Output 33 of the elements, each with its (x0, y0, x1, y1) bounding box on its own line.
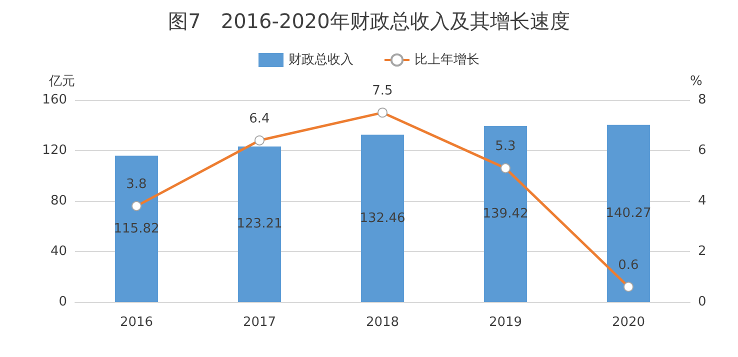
data-label: 7.5 (372, 84, 393, 99)
x-tick-label: 2016 (120, 315, 154, 330)
y2-tick-label: 4 (698, 194, 706, 208)
y-tick-label: 160 (42, 92, 67, 108)
data-label: 139.42 (482, 206, 528, 222)
data-label: 5.3 (495, 139, 516, 154)
chart-title: 图7 2016-2020年财政总收入及其增长速度 (168, 9, 570, 33)
y2-tick-label: 0 (698, 294, 706, 310)
y-tick-label: 120 (42, 143, 67, 158)
x-tick-label: 2018 (366, 315, 400, 330)
data-label: 3.8 (126, 177, 147, 192)
y2-tick-label: 8 (698, 92, 706, 108)
bar (484, 126, 528, 302)
y-tick-label: 0 (58, 294, 67, 310)
y2-axis-title: % (690, 74, 702, 89)
y-tick-label: 40 (50, 244, 67, 259)
y-axis-title: 亿元 (48, 74, 75, 89)
y-tick-label: 80 (50, 194, 67, 208)
x-tick-label: 2020 (612, 315, 646, 330)
legend-label: 比上年增长 (414, 52, 480, 68)
legend-label: 财政总收入 (288, 52, 354, 68)
x-tick-label: 2017 (242, 315, 276, 330)
y2-tick-label: 6 (698, 143, 706, 158)
y2-tick-label: 2 (698, 244, 706, 259)
x-tick-label: 2019 (488, 315, 522, 330)
bar (238, 146, 282, 302)
data-label: 123.21 (236, 216, 282, 232)
bar (606, 124, 650, 302)
data-label: 6.4 (249, 111, 270, 126)
bar (114, 156, 158, 302)
data-label: 115.82 (114, 221, 160, 236)
data-label: 0.6 (618, 258, 639, 273)
bar (360, 134, 404, 302)
